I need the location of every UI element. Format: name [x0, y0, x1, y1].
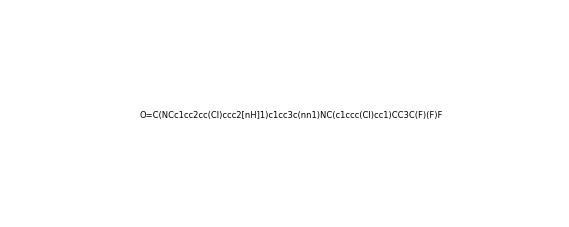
Text: O=C(NCc1cc2cc(Cl)ccc2[nH]1)c1cc3c(nn1)NC(c1ccc(Cl)cc1)CC3C(F)(F)F: O=C(NCc1cc2cc(Cl)ccc2[nH]1)c1cc3c(nn1)NC…: [140, 110, 443, 119]
